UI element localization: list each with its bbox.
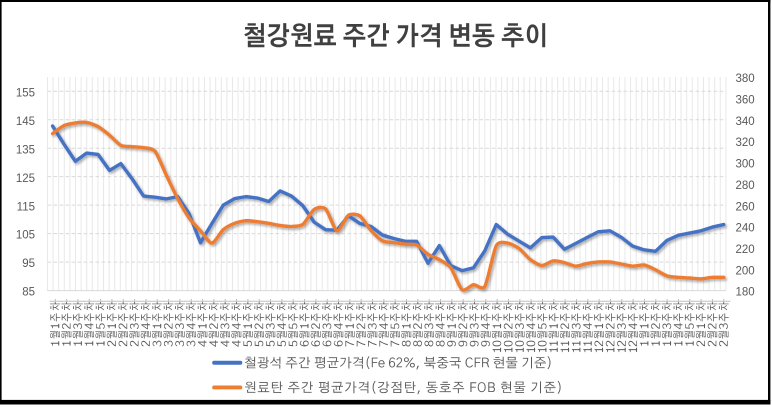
- svg-text:360: 360: [736, 95, 755, 107]
- svg-text:105: 105: [16, 230, 35, 242]
- svg-text:85: 85: [22, 287, 35, 299]
- svg-text:155: 155: [16, 87, 35, 99]
- svg-text:135: 135: [16, 144, 35, 156]
- svg-text:300: 300: [736, 159, 755, 171]
- svg-text:125: 125: [16, 173, 35, 185]
- svg-text:240: 240: [736, 223, 755, 235]
- svg-text:115: 115: [17, 201, 35, 213]
- svg-text:200: 200: [736, 265, 755, 277]
- svg-text:280: 280: [736, 180, 755, 192]
- svg-text:95: 95: [22, 258, 35, 270]
- svg-text:380: 380: [736, 73, 755, 85]
- svg-text:320: 320: [736, 137, 755, 149]
- svg-text:340: 340: [736, 116, 755, 128]
- svg-text:260: 260: [736, 201, 755, 213]
- svg-text:220: 220: [736, 244, 755, 256]
- svg-text:145: 145: [16, 116, 35, 128]
- svg-text:180: 180: [736, 287, 755, 299]
